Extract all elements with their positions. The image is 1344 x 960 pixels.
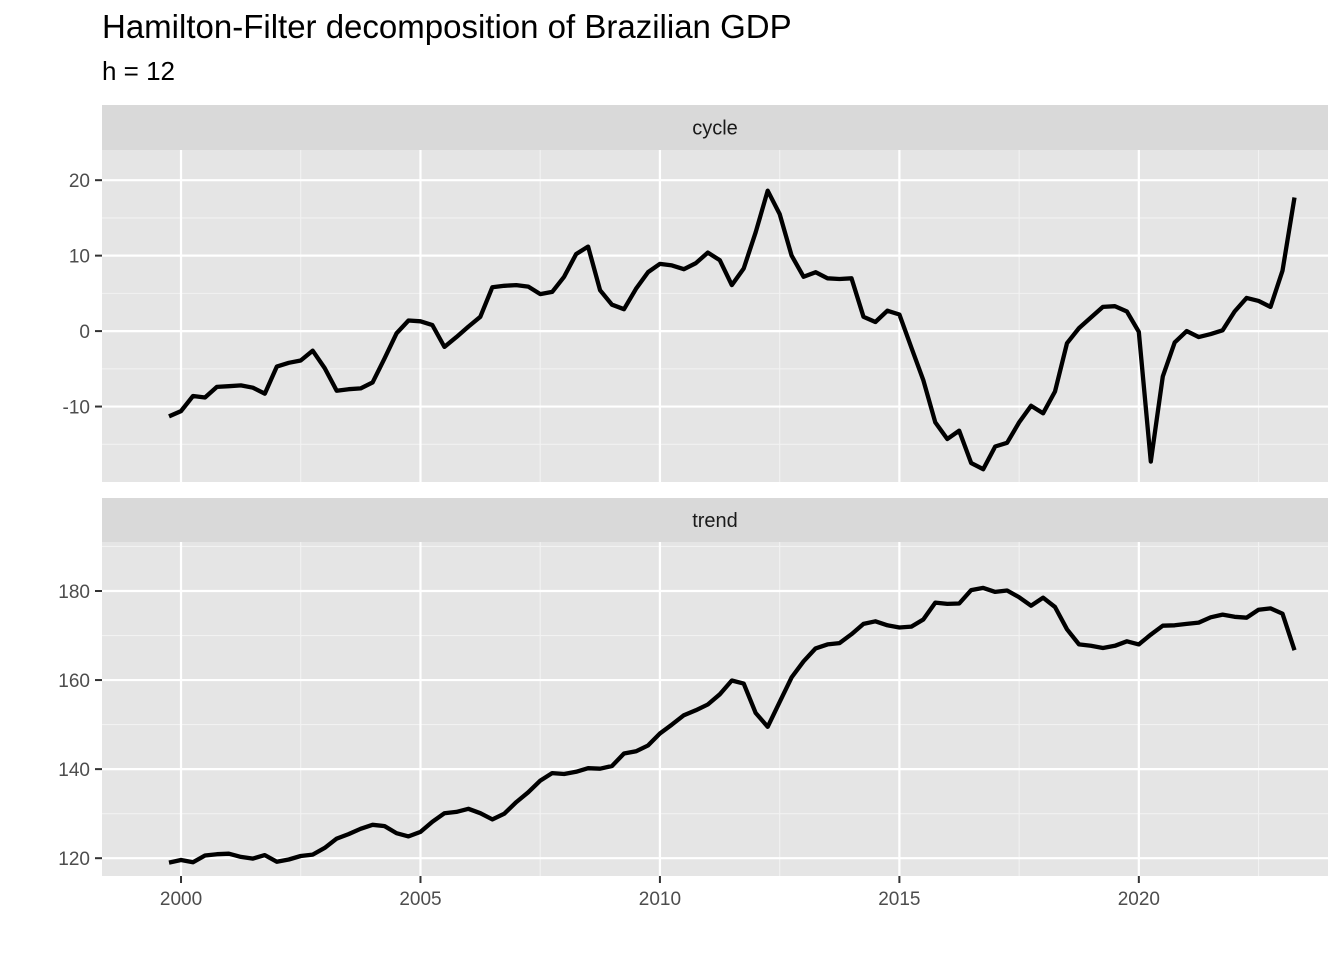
y-tick-label: 20 (69, 171, 90, 192)
y-tick-label: 0 (79, 322, 90, 343)
facet-strip (102, 105, 1328, 150)
y-tick-label: 120 (58, 849, 90, 870)
y-tick-label: 160 (58, 671, 90, 692)
panel-cycle: cycle -10 0 10 20 (63, 105, 1328, 482)
panel-background (102, 542, 1328, 876)
x-tick-label: 2005 (399, 889, 441, 910)
y-tick-label: 180 (58, 582, 90, 603)
y-tick-label: -10 (63, 398, 90, 419)
x-tick-label: 2020 (1118, 889, 1160, 910)
facet-label: cycle (692, 118, 738, 140)
x-tick-label: 2000 (160, 889, 202, 910)
x-tick-label: 2010 (639, 889, 681, 910)
y-tick-label: 140 (58, 760, 90, 781)
panel-trend: trend 120 140 160 180 2000 2005 2010 2015 2020 (58, 498, 1328, 910)
series-line-cycle (168, 188, 1297, 472)
series-line-trend (168, 585, 1297, 865)
y-tick-label: 10 (69, 247, 90, 268)
facet-label: trend (692, 510, 738, 532)
chart-title: Hamilton-Filter decomposition of Brazili… (102, 8, 792, 45)
panel-background (102, 150, 1328, 482)
facet-strip (102, 498, 1328, 542)
x-tick-label: 2015 (878, 889, 920, 910)
chart-subtitle: h = 12 (102, 56, 176, 86)
